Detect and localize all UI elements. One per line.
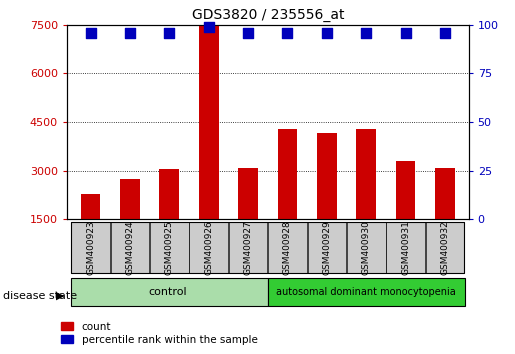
Point [441, 30, 449, 35]
Bar [396, 161, 416, 268]
Text: ▶: ▶ [56, 291, 64, 301]
Text: control: control [148, 287, 187, 297]
Bar [278, 129, 297, 268]
Text: GSM400930: GSM400930 [362, 220, 371, 275]
Bar [386, 222, 425, 273]
Bar [71, 278, 268, 306]
Text: autosomal dominant monocytopenia: autosomal dominant monocytopenia [277, 287, 456, 297]
Bar [356, 129, 376, 268]
Point [402, 30, 410, 35]
Text: disease state: disease state [3, 291, 77, 301]
Point [126, 30, 134, 35]
Bar [199, 27, 218, 268]
Text: GSM400931: GSM400931 [401, 220, 410, 275]
Bar [160, 169, 179, 268]
Bar [268, 222, 307, 273]
Point [244, 30, 252, 35]
Text: GSM400929: GSM400929 [322, 221, 331, 275]
Point [323, 30, 331, 35]
Text: GSM400925: GSM400925 [165, 221, 174, 275]
Point [362, 30, 370, 35]
Bar [347, 222, 386, 273]
Point [204, 24, 213, 29]
Bar [317, 133, 337, 268]
Legend: count, percentile rank within the sample: count, percentile rank within the sample [57, 317, 262, 349]
Bar [238, 167, 258, 268]
Title: GDS3820 / 235556_at: GDS3820 / 235556_at [192, 8, 344, 22]
Bar [111, 222, 149, 273]
Text: GSM400932: GSM400932 [440, 221, 450, 275]
Bar [120, 179, 140, 268]
Bar [81, 194, 100, 268]
Bar [71, 222, 110, 273]
Point [283, 30, 291, 35]
Bar [190, 222, 228, 273]
Bar [307, 222, 346, 273]
Text: GSM400928: GSM400928 [283, 221, 292, 275]
Text: GSM400924: GSM400924 [126, 221, 134, 275]
Bar [435, 167, 455, 268]
Bar [268, 278, 465, 306]
Text: GSM400926: GSM400926 [204, 221, 213, 275]
Bar [426, 222, 465, 273]
Text: GSM400923: GSM400923 [86, 221, 95, 275]
Point [87, 30, 95, 35]
Text: GSM400927: GSM400927 [244, 221, 253, 275]
Bar [229, 222, 267, 273]
Point [165, 30, 174, 35]
Bar [150, 222, 188, 273]
